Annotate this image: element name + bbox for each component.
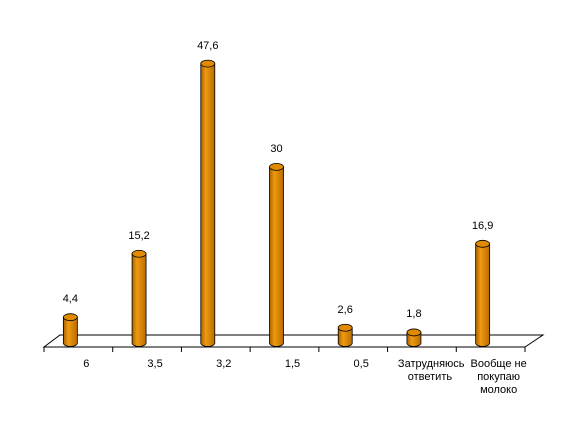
bar xyxy=(475,243,491,347)
value-label: 30 xyxy=(270,142,283,155)
bar-top xyxy=(200,59,216,68)
x-tick-label: 3,5 xyxy=(147,358,163,370)
bar xyxy=(269,166,284,347)
bar-top xyxy=(62,313,78,322)
x-tick-label: 1,5 xyxy=(284,358,301,370)
bar xyxy=(62,316,78,347)
x-tick-label: 0,5 xyxy=(353,358,369,370)
bar-top xyxy=(475,239,491,248)
bar-top xyxy=(269,162,284,171)
x-tick-label: Затрудняюсь ответить xyxy=(397,358,465,383)
value-label: 15,2 xyxy=(128,229,150,242)
x-tick-label: 6 xyxy=(83,358,90,370)
bar xyxy=(337,327,353,347)
bar-top xyxy=(337,323,353,332)
x-tick-label: Вообще не покупаю молоко xyxy=(470,358,527,396)
bar xyxy=(200,63,216,347)
value-label: 4,4 xyxy=(62,293,78,306)
bar xyxy=(406,332,422,347)
value-label: 16,9 xyxy=(471,219,494,232)
value-label: 1,8 xyxy=(406,308,422,321)
value-label: 2,6 xyxy=(337,303,353,316)
x-tick-label: 3,2 xyxy=(216,358,232,370)
bar-top xyxy=(131,249,147,258)
bar xyxy=(131,253,147,347)
value-label: 47,6 xyxy=(197,39,219,52)
bar-top xyxy=(406,328,422,337)
floor xyxy=(42,334,545,348)
